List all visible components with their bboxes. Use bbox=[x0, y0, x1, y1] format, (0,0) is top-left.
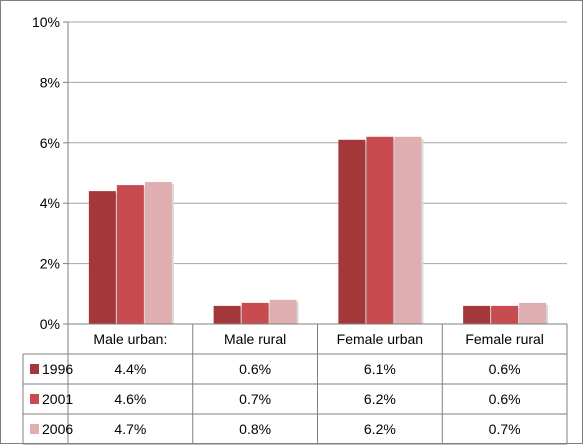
bar bbox=[519, 302, 547, 324]
data-table-cell: 0.7% bbox=[239, 391, 271, 407]
y-tick-label: 4% bbox=[40, 195, 60, 211]
bar bbox=[213, 305, 241, 324]
data-table-cell: 6.2% bbox=[364, 391, 396, 407]
category-label: Male rural bbox=[224, 331, 286, 347]
bar bbox=[394, 136, 422, 324]
data-table-cell: 0.6% bbox=[239, 361, 271, 377]
bar bbox=[366, 136, 394, 324]
legend-label: 2006 bbox=[42, 421, 73, 437]
data-table-cell: 0.6% bbox=[489, 391, 521, 407]
data-table-cell: 0.6% bbox=[489, 361, 521, 377]
data-table-cell: 4.7% bbox=[114, 421, 146, 437]
data-table-cell: 6.1% bbox=[364, 361, 396, 377]
bar bbox=[88, 191, 116, 324]
bar bbox=[491, 305, 519, 324]
y-tick-label: 2% bbox=[40, 256, 60, 272]
legend-label: 2001 bbox=[42, 391, 73, 407]
y-tick-label: 10% bbox=[32, 14, 60, 30]
category-label: Female rural bbox=[465, 331, 544, 347]
data-table-cell: 0.8% bbox=[239, 421, 271, 437]
legend-swatch bbox=[30, 364, 39, 374]
bar bbox=[463, 305, 491, 324]
bar bbox=[144, 182, 172, 324]
legend-swatch bbox=[30, 424, 39, 434]
y-tick-label: 6% bbox=[40, 135, 60, 151]
category-label: Male urban: bbox=[93, 331, 167, 347]
data-table-cell: 4.4% bbox=[114, 361, 146, 377]
bar bbox=[338, 139, 366, 324]
y-tick-label: 0% bbox=[40, 316, 60, 332]
bar bbox=[241, 302, 269, 324]
data-table-cell: 4.6% bbox=[114, 391, 146, 407]
legend-swatch bbox=[30, 394, 39, 404]
bar bbox=[269, 299, 297, 324]
bar bbox=[116, 185, 144, 324]
category-label: Female urban bbox=[337, 331, 423, 347]
data-table-cell: 0.7% bbox=[489, 421, 521, 437]
data-table-cell: 6.2% bbox=[364, 421, 396, 437]
y-tick-label: 8% bbox=[40, 74, 60, 90]
legend-label: 1996 bbox=[42, 361, 73, 377]
